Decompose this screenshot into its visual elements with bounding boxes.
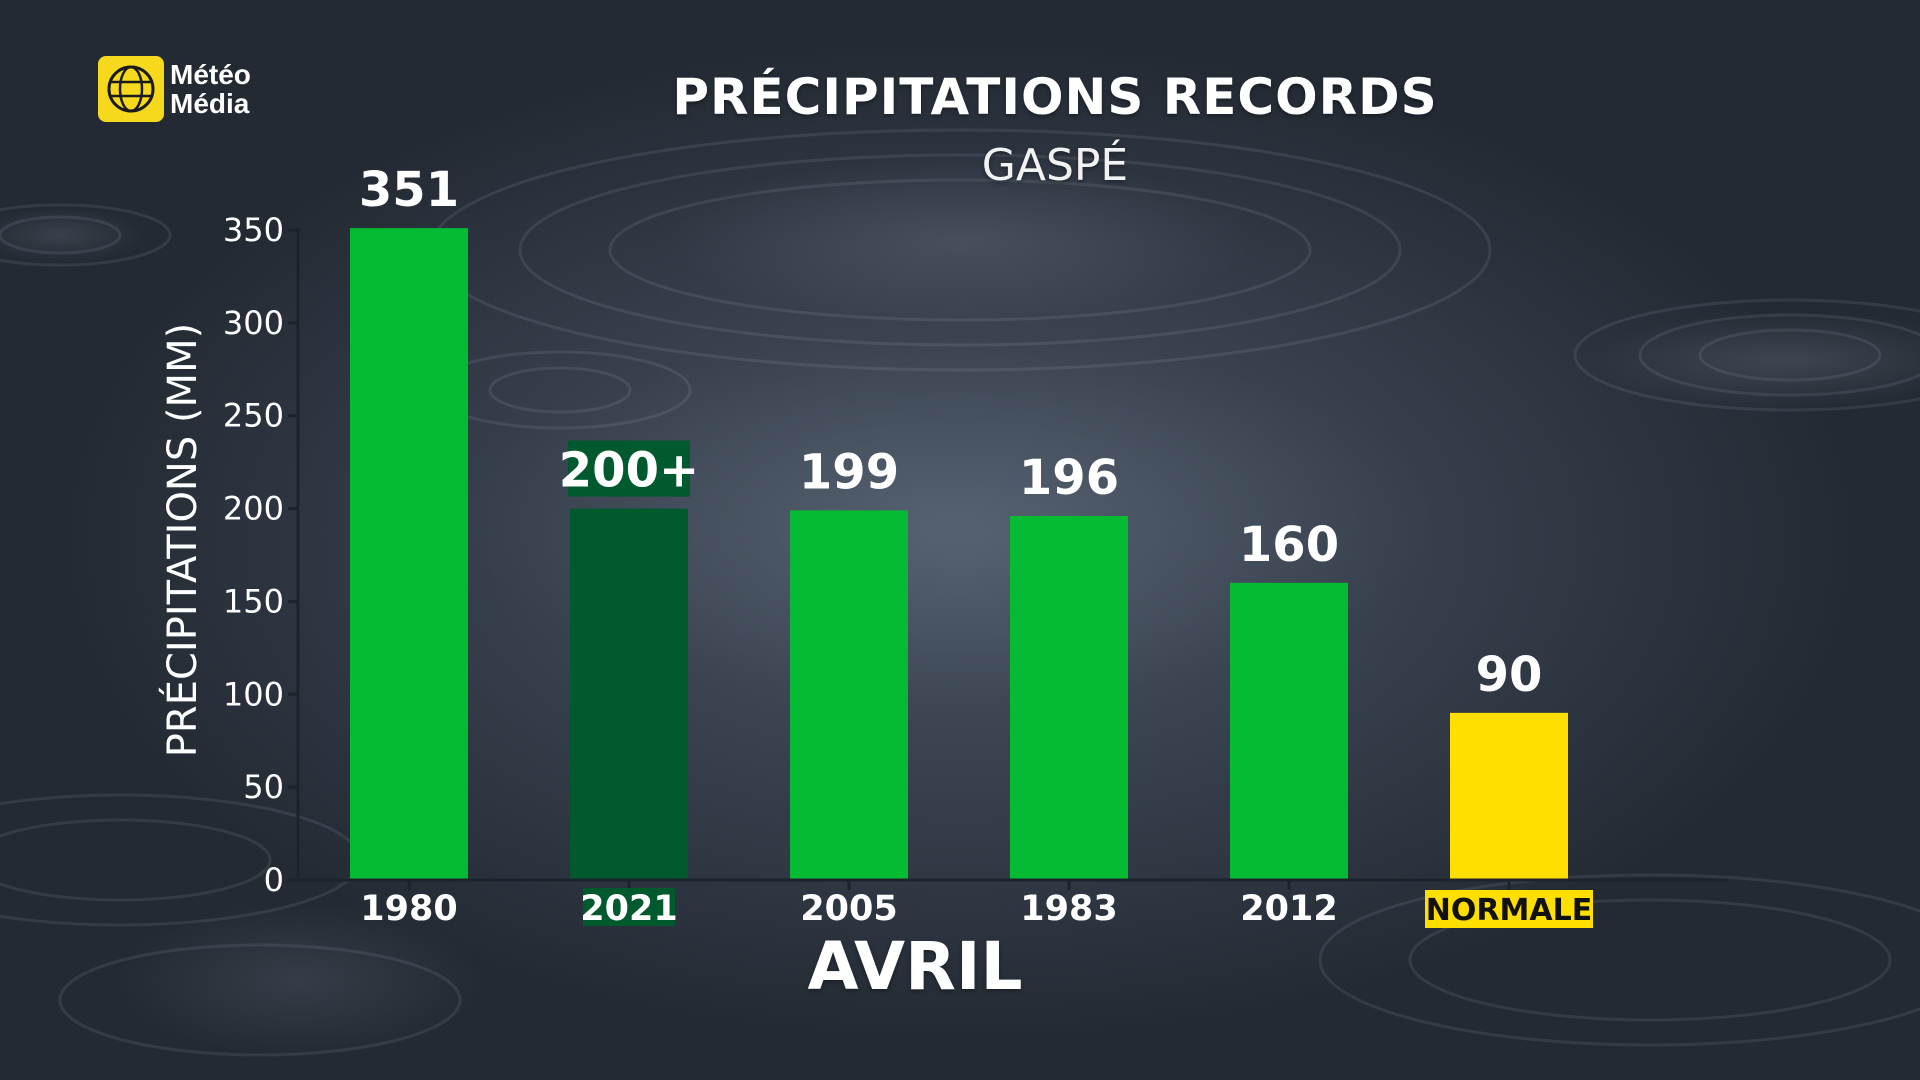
category-label-2005: 2005 (800, 889, 897, 929)
globe-icon (98, 56, 164, 122)
y-tick-label: 250 (223, 397, 284, 435)
bar-1983 (1010, 516, 1128, 880)
brand-name-line2: Média (170, 88, 250, 119)
bars: 351 200+ 199 196 160 90 (350, 162, 1568, 881)
value-label-1983: 196 (1019, 450, 1119, 506)
chart-subtitle: GASPÉ (981, 140, 1129, 191)
meteomedia-logo: Météo Média (98, 56, 251, 122)
bar-1980 (350, 228, 468, 881)
category-badge (583, 888, 675, 926)
value-label-normale: 90 (1476, 647, 1543, 703)
bar-2012 (1230, 582, 1348, 880)
category-label-1980: 1980 (360, 889, 457, 929)
y-tick-label: 150 (223, 582, 284, 620)
category-badge-normale (1425, 890, 1593, 928)
y-tick-label: 100 (223, 675, 284, 713)
value-label-2012: 160 (1239, 517, 1339, 573)
value-label-2005: 199 (799, 444, 899, 500)
y-tick-label: 0 (264, 861, 284, 899)
bar-2021 (570, 508, 688, 880)
bar-normale (1450, 712, 1568, 880)
y-tick-label: 300 (223, 304, 284, 342)
y-axis: 0 50 100 150 200 250 300 350 (223, 211, 300, 899)
category-label-2012: 2012 (1240, 889, 1337, 929)
y-tick-label: 350 (223, 211, 284, 249)
x-axis-title: AVRIL (807, 928, 1023, 1005)
category-label-1983: 1983 (1020, 889, 1117, 929)
value-label-1980: 351 (359, 162, 459, 218)
category-label-2021: 2021 (580, 889, 677, 929)
value-label-badge (568, 440, 690, 497)
category-label-normale: NORMALE (1426, 893, 1592, 928)
value-label-2021: 200+ (559, 443, 699, 499)
chart-title: PRÉCIPITATIONS RECORDS (672, 68, 1438, 126)
y-axis-title: PRÉCIPITATIONS (MM) (158, 323, 206, 757)
brand-name-line1: Météo (170, 59, 251, 90)
x-axis: 1980 2021 2005 1983 2012 NORMALE (298, 878, 1728, 929)
y-tick-label: 50 (243, 768, 284, 806)
brand-name: Météo Média (170, 60, 251, 118)
y-tick-label: 200 (223, 490, 284, 528)
bar-2005 (790, 510, 908, 880)
